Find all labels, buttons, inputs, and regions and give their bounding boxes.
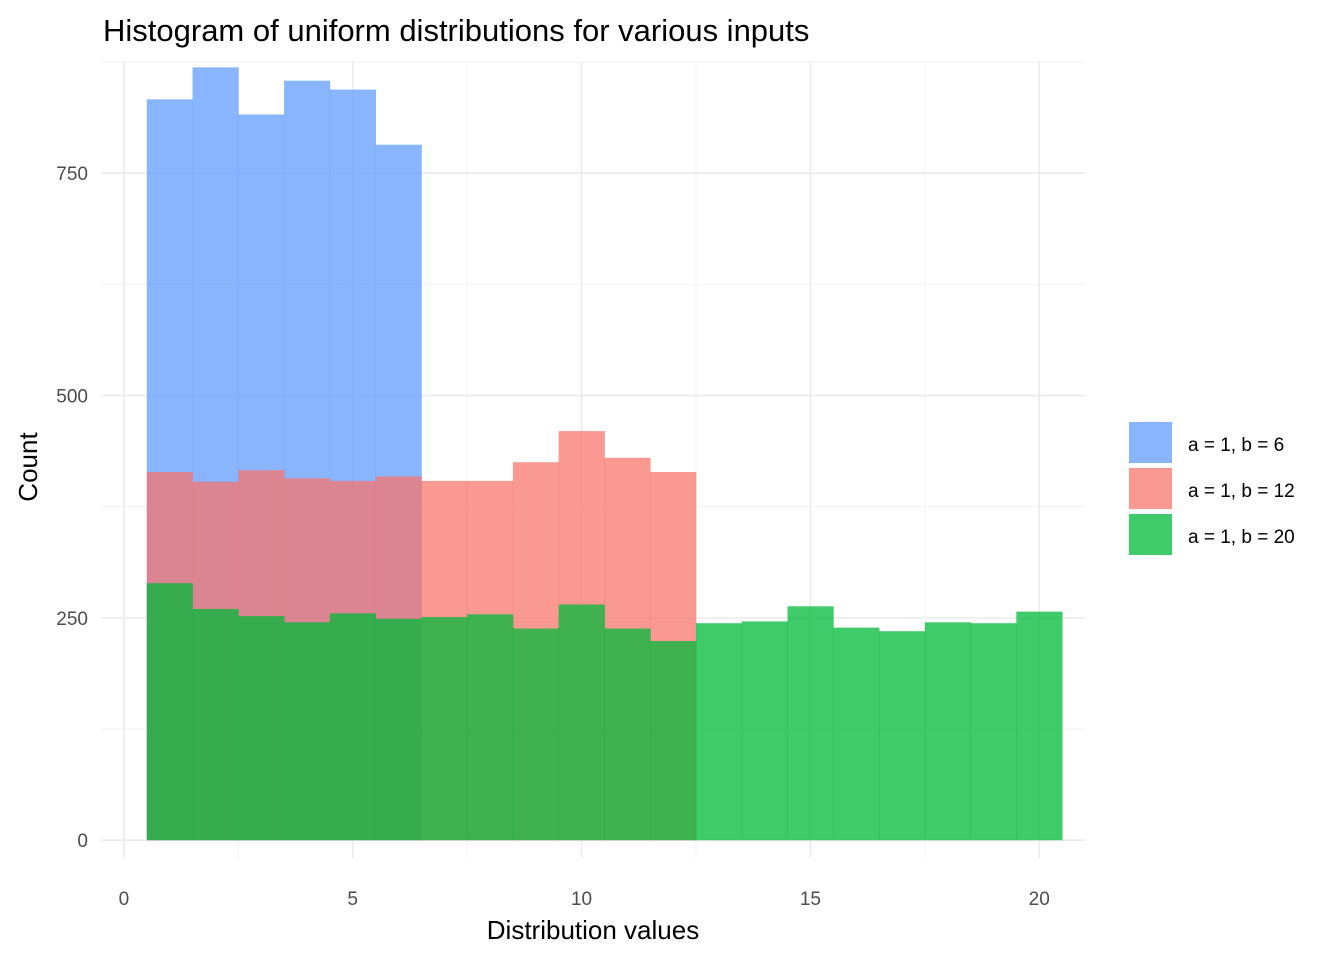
legend-swatch-b20 bbox=[1129, 514, 1172, 555]
histogram-bar-series-2 bbox=[695, 623, 743, 841]
histogram-bars bbox=[146, 67, 1063, 841]
histogram-bar-series-2 bbox=[329, 613, 377, 841]
histogram-bar-series-2 bbox=[146, 583, 193, 841]
histogram-bar-series-2 bbox=[604, 628, 651, 841]
x-tick-label: 5 bbox=[347, 889, 358, 910]
x-axis-title: Distribution values bbox=[487, 915, 699, 945]
legend-swatch-b12 bbox=[1129, 468, 1172, 509]
histogram-bar-series-2 bbox=[192, 608, 239, 841]
x-tick-label: 15 bbox=[800, 889, 821, 910]
histogram-bar-series-2 bbox=[787, 606, 834, 841]
histogram-bar-series-2 bbox=[421, 616, 468, 841]
histogram-bar-series-2 bbox=[512, 628, 560, 841]
histogram-bar-series-2 bbox=[284, 622, 331, 841]
y-axis-ticks: 0 250 500 750 bbox=[56, 164, 88, 852]
y-axis-title: Count bbox=[13, 432, 43, 502]
histogram-bar-series-2 bbox=[879, 631, 926, 841]
histogram-bar-series-2 bbox=[375, 618, 422, 841]
legend-label-b20: a = 1, b = 20 bbox=[1188, 527, 1295, 548]
x-tick-label: 0 bbox=[119, 889, 130, 910]
y-tick-label: 0 bbox=[77, 831, 88, 852]
legend-label-b6: a = 1, b = 6 bbox=[1188, 435, 1284, 456]
histogram-bar-series-2 bbox=[970, 623, 1017, 841]
x-tick-label: 20 bbox=[1029, 889, 1050, 910]
y-tick-label: 750 bbox=[56, 164, 88, 185]
legend-swatch-b6 bbox=[1129, 422, 1172, 463]
x-tick-label: 10 bbox=[571, 889, 592, 910]
histogram-bar-series-2 bbox=[924, 622, 971, 841]
x-axis-ticks: 0 5 10 15 20 bbox=[119, 889, 1050, 910]
chart-title: Histogram of uniform distributions for v… bbox=[103, 13, 809, 48]
histogram-bar-series-2 bbox=[741, 621, 788, 841]
histogram-bar-series-2 bbox=[650, 640, 697, 841]
histogram-bar-series-2 bbox=[833, 627, 880, 841]
histogram-bar-series-2 bbox=[1016, 611, 1063, 841]
legend-label-b12: a = 1, b = 12 bbox=[1188, 481, 1295, 502]
y-tick-label: 250 bbox=[56, 609, 88, 630]
y-tick-label: 500 bbox=[56, 387, 88, 408]
histogram-bar-series-2 bbox=[558, 604, 605, 841]
histogram-bar-series-2 bbox=[238, 616, 285, 841]
histogram-bar-series-2 bbox=[467, 614, 514, 841]
legend: a = 1, b = 6 a = 1, b = 12 a = 1, b = 20 bbox=[1129, 422, 1295, 555]
